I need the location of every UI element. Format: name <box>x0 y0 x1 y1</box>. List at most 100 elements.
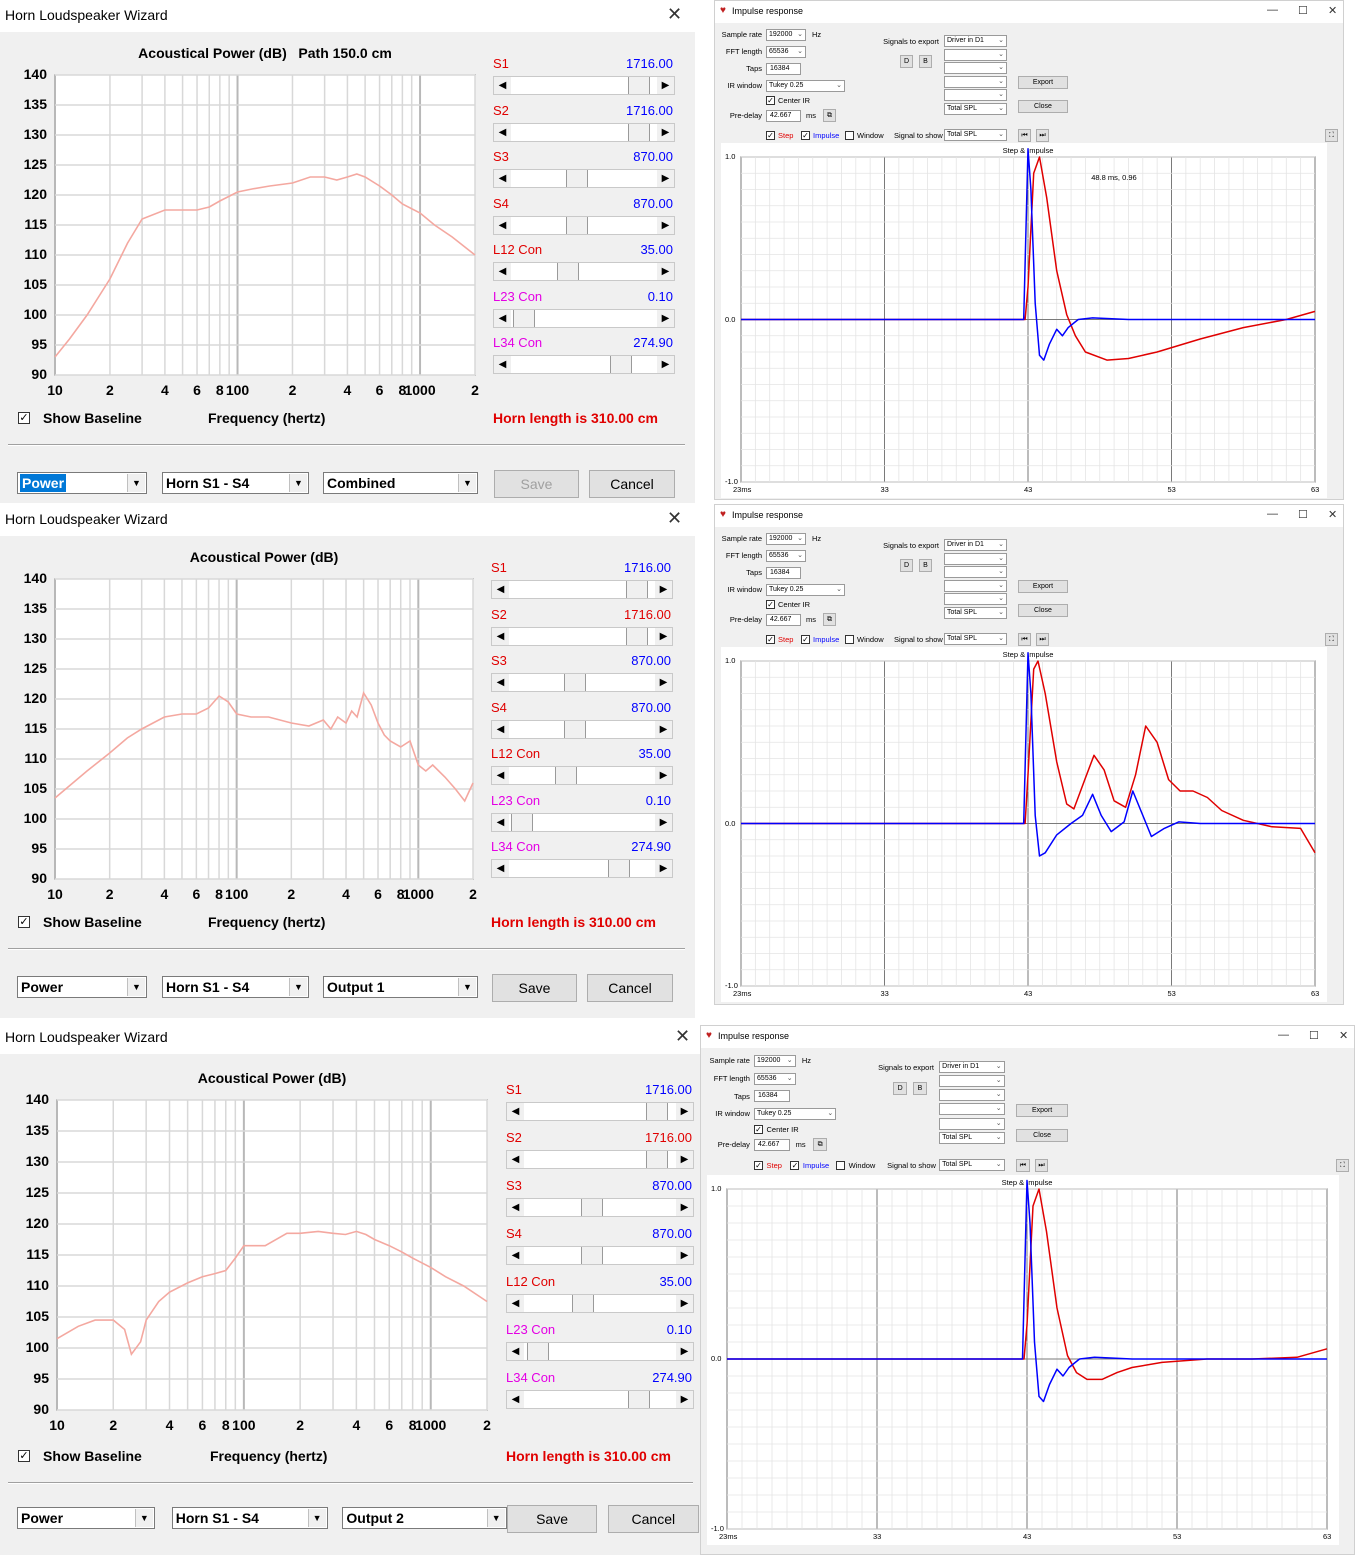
impulse-label[interactable]: Impulse <box>802 1161 830 1171</box>
chevron-down-icon[interactable]: ⌄ <box>998 50 1004 58</box>
scroll-left-arrow-icon[interactable]: ◀ <box>496 677 505 688</box>
scroll-thumb[interactable] <box>554 767 577 784</box>
scroll-right-arrow-icon[interactable]: ▶ <box>680 1346 689 1357</box>
chevron-down-icon[interactable]: ⌄ <box>998 595 1004 602</box>
scroll-left-arrow-icon[interactable]: ◀ <box>511 1250 520 1261</box>
impulse-label[interactable]: Impulse <box>813 131 840 140</box>
mode-combo[interactable]: Power ▼ <box>17 976 147 998</box>
slider-scrollbar[interactable]: ◀ ▶ <box>491 580 673 599</box>
slider-scrollbar[interactable]: ◀ ▶ <box>506 1342 694 1361</box>
export-signal-combo[interactable]: Driver in D1 ⌄ <box>944 35 1007 47</box>
chevron-down-icon[interactable]: ⌄ <box>995 1105 1002 1113</box>
chevron-down-icon[interactable]: ⌄ <box>797 535 803 542</box>
scroll-right-arrow-icon[interactable]: ▶ <box>680 1298 689 1309</box>
fft-length-combo[interactable]: 65536 ⌄ <box>754 1072 796 1085</box>
show-baseline-checkbox[interactable]: ✓ <box>18 916 30 928</box>
sample-rate-combo[interactable]: 192000 ⌄ <box>766 29 806 41</box>
center-ir-checkbox[interactable]: ✓ <box>766 96 775 105</box>
chevron-down-icon[interactable]: ⌄ <box>998 104 1004 112</box>
b-button[interactable]: B <box>919 559 932 572</box>
slider-scrollbar[interactable]: ◀ ▶ <box>506 1198 694 1217</box>
show-baseline-checkbox[interactable]: ✓ <box>18 412 30 424</box>
horn-combo[interactable]: Horn S1 - S4 ▼ <box>162 976 309 998</box>
show-baseline-checkbox[interactable]: ✓ <box>18 1450 30 1462</box>
scroll-right-arrow-icon[interactable]: ▶ <box>659 584 668 595</box>
chevron-down-icon[interactable]: ⌄ <box>995 1133 1002 1141</box>
cancel-button[interactable]: Cancel <box>587 974 673 1002</box>
scroll-left-arrow-icon[interactable]: ◀ <box>511 1298 520 1309</box>
step-forward-button[interactable]: ⏭ <box>1036 129 1049 142</box>
scroll-thumb[interactable] <box>572 1295 595 1312</box>
chevron-down-icon[interactable]: ⌄ <box>998 77 1004 85</box>
b-button[interactable]: B <box>919 55 932 68</box>
chevron-down-icon[interactable]: ⌄ <box>998 64 1004 71</box>
chevron-down-icon[interactable]: ⌄ <box>836 586 842 593</box>
ir-window-combo[interactable]: Tukey 0.25 ⌄ <box>754 1108 837 1121</box>
fullscreen-icon[interactable]: ⛶ <box>1336 1159 1349 1173</box>
step-label[interactable]: Step <box>766 1161 782 1171</box>
scroll-left-arrow-icon[interactable]: ◀ <box>498 126 507 138</box>
save-button[interactable]: Save <box>494 470 579 498</box>
scroll-thumb[interactable] <box>565 216 588 234</box>
chevron-down-icon[interactable]: ▼ <box>127 474 145 492</box>
predelay-input[interactable]: 42.667 <box>766 110 801 122</box>
predelay-copy-button[interactable]: ⧉ <box>813 1138 827 1152</box>
scroll-right-arrow-icon[interactable]: ▶ <box>659 723 668 735</box>
scroll-thumb[interactable] <box>563 720 586 738</box>
scroll-right-arrow-icon[interactable]: ▶ <box>680 1250 689 1261</box>
center-ir-label[interactable]: Center IR <box>766 1124 799 1134</box>
scroll-left-arrow-icon[interactable]: ◀ <box>498 266 507 277</box>
minimize-icon[interactable]: — <box>1278 1029 1289 1041</box>
minimize-icon[interactable]: — <box>1267 4 1278 16</box>
show-baseline-label[interactable]: Show Baseline <box>43 410 142 426</box>
chevron-down-icon[interactable]: ⌄ <box>995 1091 1002 1099</box>
scroll-left-arrow-icon[interactable]: ◀ <box>498 359 507 370</box>
export-button[interactable]: Export <box>1016 1104 1069 1117</box>
slider-scrollbar[interactable]: ◀ ▶ <box>491 766 673 785</box>
scroll-right-arrow-icon[interactable]: ▶ <box>659 770 668 781</box>
scroll-left-arrow-icon[interactable]: ◀ <box>511 1346 520 1357</box>
step-label[interactable]: Step <box>778 131 794 140</box>
scroll-left-arrow-icon[interactable]: ◀ <box>498 312 507 324</box>
scroll-right-arrow-icon[interactable]: ▶ <box>661 173 670 184</box>
output-combo[interactable]: Output 1 ▼ <box>323 976 478 998</box>
chevron-down-icon[interactable]: ▼ <box>289 474 307 492</box>
window-label[interactable]: Window <box>848 1161 876 1171</box>
close-icon[interactable]: ✕ <box>1328 5 1338 17</box>
scroll-thumb[interactable] <box>563 674 586 691</box>
chevron-down-icon[interactable]: ⌄ <box>786 1074 793 1082</box>
slider-scrollbar[interactable]: ◀ ▶ <box>493 308 675 328</box>
scroll-thumb[interactable] <box>627 123 650 141</box>
export-signal-combo[interactable]: ⌄ <box>944 579 1007 592</box>
scroll-thumb[interactable] <box>526 1343 549 1360</box>
fullscreen-icon[interactable]: ⛶ <box>1325 129 1338 142</box>
impulse-label[interactable]: Impulse <box>813 635 840 644</box>
scroll-right-arrow-icon[interactable]: ▶ <box>680 1394 689 1405</box>
scroll-left-arrow-icon[interactable]: ◀ <box>496 816 505 828</box>
slider-scrollbar[interactable]: ◀ ▶ <box>506 1294 694 1313</box>
step-back-button[interactable]: ⏮ <box>1018 633 1031 646</box>
export-signal-combo[interactable]: Total SPL ⌄ <box>939 1131 1005 1144</box>
slider-scrollbar[interactable]: ◀ ▶ <box>506 1102 694 1121</box>
chevron-down-icon[interactable]: ▼ <box>486 1509 505 1527</box>
slider-scrollbar[interactable]: ◀ ▶ <box>493 215 675 235</box>
fft-length-combo[interactable]: 65536 ⌄ <box>766 46 806 58</box>
slider-scrollbar[interactable]: ◀ ▶ <box>506 1390 694 1409</box>
scroll-right-arrow-icon[interactable]: ▶ <box>680 1106 689 1117</box>
predelay-copy-button[interactable]: ⧉ <box>823 613 836 626</box>
scroll-thumb[interactable] <box>556 263 579 280</box>
scroll-left-arrow-icon[interactable]: ◀ <box>496 723 505 735</box>
export-signal-combo[interactable]: ⌄ <box>939 1089 1005 1102</box>
chevron-down-icon[interactable]: ⌄ <box>998 608 1004 616</box>
export-signal-combo[interactable]: ⌄ <box>944 75 1007 88</box>
fft-length-combo[interactable]: 65536 ⌄ <box>766 550 806 562</box>
scroll-left-arrow-icon[interactable]: ◀ <box>496 630 505 642</box>
scroll-right-arrow-icon[interactable]: ▶ <box>661 312 670 324</box>
chevron-down-icon[interactable]: ⌄ <box>998 131 1004 138</box>
close-icon[interactable]: ✕ <box>675 1026 691 1046</box>
scroll-left-arrow-icon[interactable]: ◀ <box>498 173 507 184</box>
step-label[interactable]: Step <box>778 635 794 644</box>
window-checkbox[interactable] <box>845 131 854 140</box>
save-button[interactable]: Save <box>492 974 577 1002</box>
chevron-down-icon[interactable]: ▼ <box>127 978 145 996</box>
